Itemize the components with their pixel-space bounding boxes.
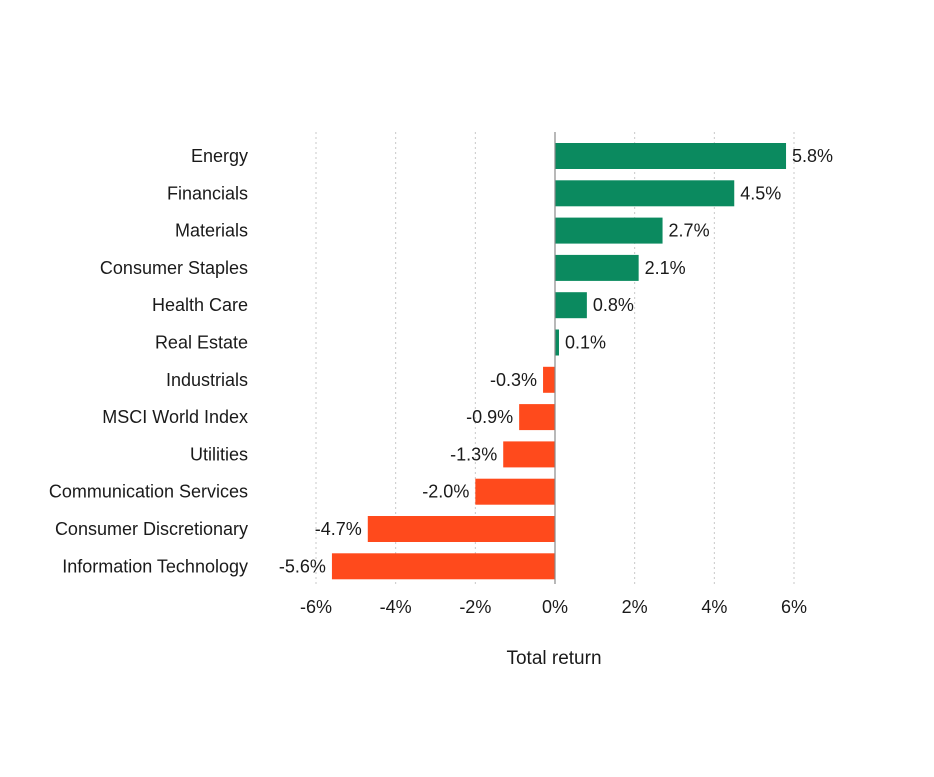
value-label: -4.7% bbox=[315, 519, 362, 539]
x-tick-label: -2% bbox=[459, 597, 491, 617]
category-label: Financials bbox=[167, 183, 248, 203]
value-labels: 5.8% 4.5% 2.7% 2.1% 0.8% 0.1% -0.3% -0.9% -1.3% -… bbox=[279, 146, 833, 576]
x-tick-label: 0% bbox=[542, 597, 568, 617]
bar bbox=[555, 292, 587, 319]
bar bbox=[475, 478, 555, 505]
value-label: 4.5% bbox=[740, 183, 781, 203]
bar bbox=[555, 143, 787, 169]
category-label: Industrials bbox=[166, 370, 248, 390]
value-label: 0.1% bbox=[565, 333, 606, 353]
x-axis-label: Total return bbox=[506, 648, 601, 669]
bars bbox=[331, 143, 787, 580]
category-label: Utilities bbox=[190, 444, 248, 464]
category-label: Information Technology bbox=[62, 556, 248, 576]
value-label: -1.3% bbox=[450, 444, 497, 464]
bar bbox=[555, 217, 663, 244]
category-label: Real Estate bbox=[155, 333, 248, 353]
category-label: Health Care bbox=[152, 295, 248, 315]
bar bbox=[543, 366, 555, 393]
category-label: Communication Services bbox=[49, 482, 248, 502]
category-label: Consumer Staples bbox=[100, 258, 248, 278]
value-label: 5.8% bbox=[792, 146, 833, 166]
bar bbox=[367, 516, 555, 542]
bar bbox=[331, 553, 555, 580]
x-tick-label: 4% bbox=[701, 597, 727, 617]
gridlines bbox=[315, 132, 795, 584]
category-label: Consumer Discretionary bbox=[55, 519, 248, 539]
x-tick-label: 2% bbox=[622, 597, 648, 617]
value-label: 2.7% bbox=[669, 221, 710, 241]
x-tick-label: 6% bbox=[781, 597, 807, 617]
bar bbox=[503, 441, 555, 468]
x-tick-labels: -6% -4% -2% 0% 2% 4% 6% bbox=[300, 597, 807, 617]
value-label: -2.0% bbox=[422, 482, 469, 502]
value-label: -5.6% bbox=[279, 556, 326, 576]
x-tick-label: -6% bbox=[300, 597, 332, 617]
value-label: -0.3% bbox=[490, 370, 537, 390]
value-label: 2.1% bbox=[645, 258, 686, 278]
bar bbox=[519, 404, 555, 431]
bar bbox=[555, 180, 735, 207]
category-label: MSCI World Index bbox=[102, 407, 248, 427]
bar bbox=[555, 254, 639, 281]
category-labels: Energy Financials Materials Consumer Staple… bbox=[49, 146, 248, 576]
bar bbox=[555, 329, 559, 356]
x-tick-label: -4% bbox=[380, 597, 412, 617]
category-label: Materials bbox=[175, 221, 248, 241]
value-label: -0.9% bbox=[466, 407, 513, 427]
category-label: Energy bbox=[191, 146, 248, 166]
value-label: 0.8% bbox=[593, 295, 634, 315]
